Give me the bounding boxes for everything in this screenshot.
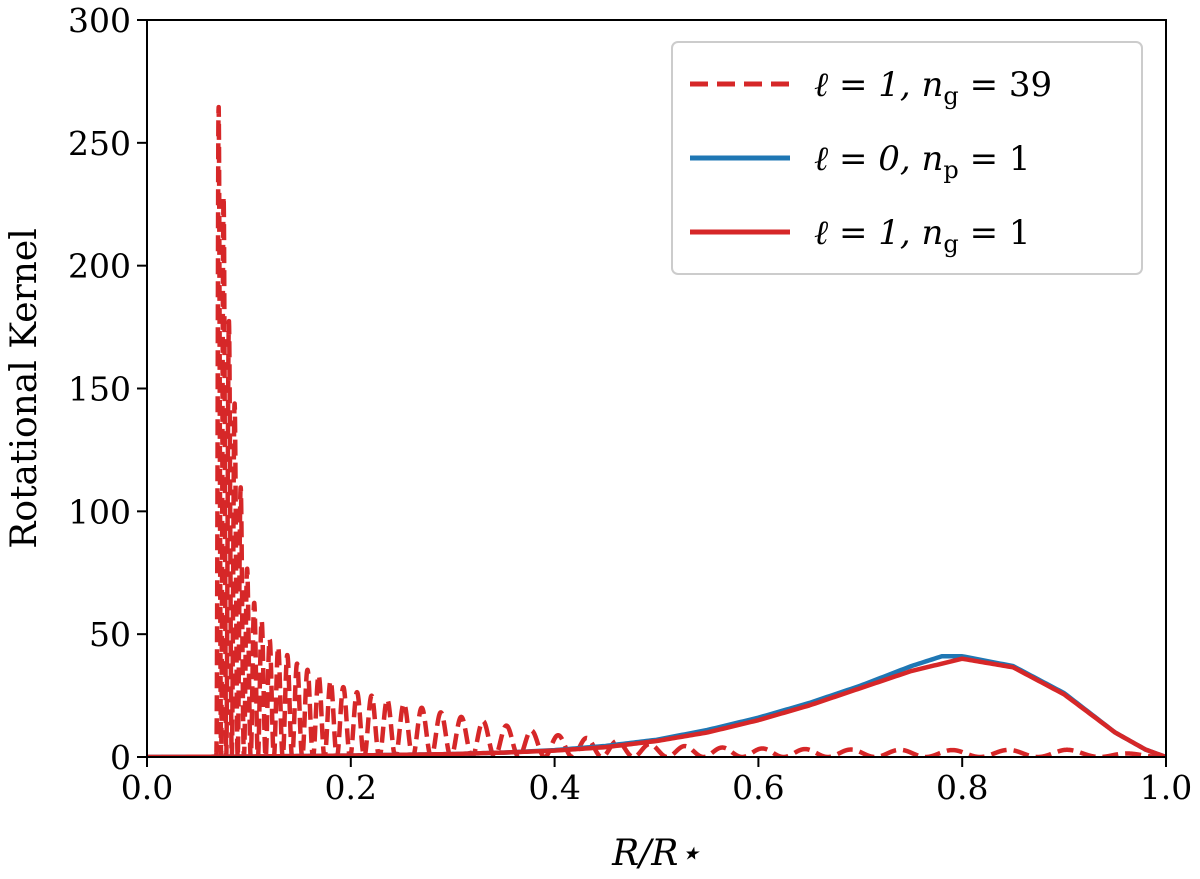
x-tick-label: 0.6: [732, 768, 784, 807]
x-axis-title: R/R⋆: [611, 833, 701, 874]
x-tick-label: 0.8: [936, 768, 988, 807]
y-axis: 0 50 100 150 200 250 300: [68, 1, 147, 777]
series-line-1: [147, 104, 1166, 757]
y-tick-label: 50: [89, 615, 131, 654]
y-tick-label: 300: [68, 1, 131, 40]
legend-label: ℓ = 1, ng = 1: [814, 213, 1031, 258]
y-axis-title: Rotational Kernel: [4, 228, 45, 548]
legend-label: ℓ = 1, ng = 39: [814, 65, 1052, 110]
y-tick-label: 150: [68, 370, 131, 409]
x-tick-label: 1.0: [1140, 768, 1192, 807]
y-tick-label: 0: [110, 738, 131, 777]
legend-box: [671, 41, 1143, 275]
legend-label: ℓ = 0, np = 1: [814, 139, 1031, 184]
legend: ℓ = 1, ng = 39 ℓ = 0, np = 1 ℓ = 1, ng = 1: [671, 41, 1143, 275]
y-tick-label: 200: [68, 247, 131, 286]
x-tick-label: 0.2: [325, 768, 377, 807]
y-tick-label: 100: [68, 492, 131, 531]
x-axis: 0.0 0.2 0.4 0.6 0.8 1.0: [121, 757, 1192, 807]
series-line-3: [147, 656, 1166, 757]
x-tick-label: 0.4: [528, 768, 580, 807]
x-tick-label: 0.0: [121, 768, 173, 807]
y-tick-label: 250: [68, 124, 131, 163]
plot-content: [147, 104, 1166, 757]
